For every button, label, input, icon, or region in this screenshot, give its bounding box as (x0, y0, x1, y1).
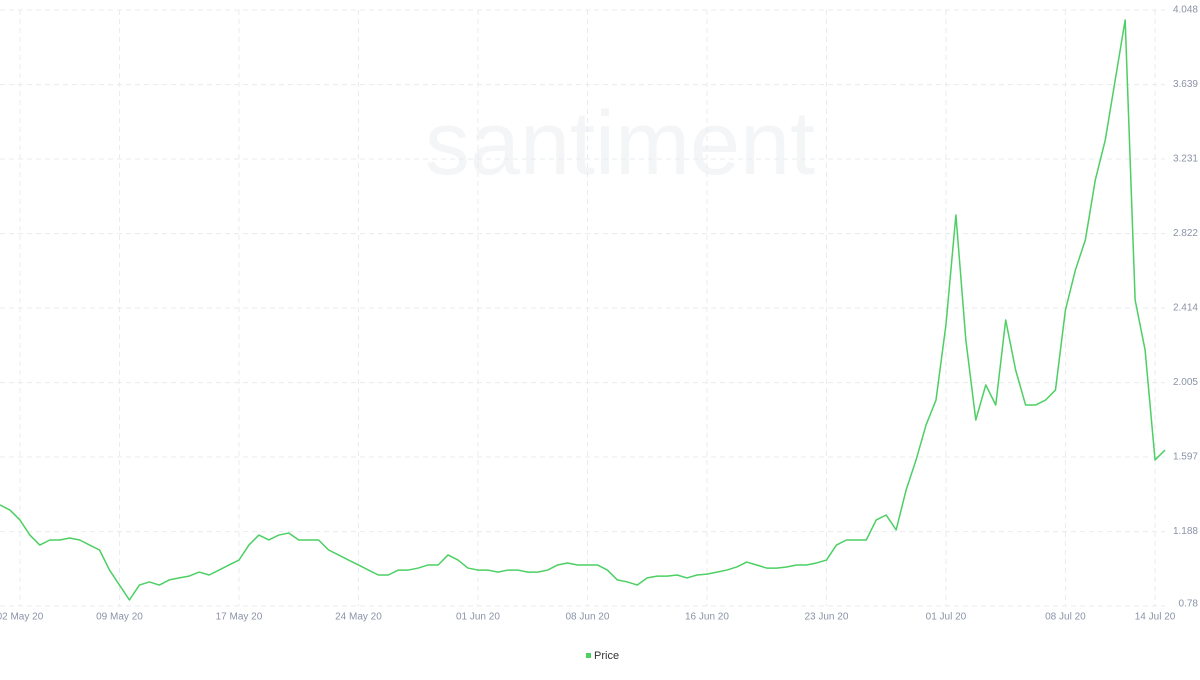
x-tick-label: 02 May 20 (0, 612, 44, 623)
y-tick-label: 3.639 (1173, 79, 1198, 90)
legend-swatch (586, 653, 591, 658)
y-tick-label: 1.188 (1173, 526, 1198, 537)
watermark: santiment (425, 94, 815, 194)
x-tick-label: 17 May 20 (216, 612, 263, 623)
x-tick-label: 08 Jul 20 (1045, 612, 1086, 623)
x-tick-label: 16 Jun 20 (685, 612, 729, 623)
x-tick-label: 24 May 20 (335, 612, 382, 623)
y-tick-label: 2.822 (1173, 228, 1198, 239)
x-tick-label: 09 May 20 (96, 612, 143, 623)
x-tick-label: 23 Jun 20 (804, 612, 848, 623)
y-tick-label: 3.231 (1173, 154, 1198, 165)
price-line (0, 19, 1166, 601)
x-tick-label: 14 Jul 20 (1135, 612, 1176, 623)
legend-label: Price (594, 650, 619, 662)
y-tick-label: 0.78 (1179, 599, 1199, 610)
x-tick-label: 01 Jul 20 (926, 612, 967, 623)
y-tick-label: 4.048 (1173, 5, 1198, 16)
y-tick-label: 1.597 (1173, 452, 1198, 463)
x-tick-label: 08 Jun 20 (566, 612, 610, 623)
y-tick-label: 2.414 (1173, 303, 1198, 314)
x-tick-label: 01 Jun 20 (456, 612, 500, 623)
y-tick-label: 2.005 (1173, 377, 1198, 388)
